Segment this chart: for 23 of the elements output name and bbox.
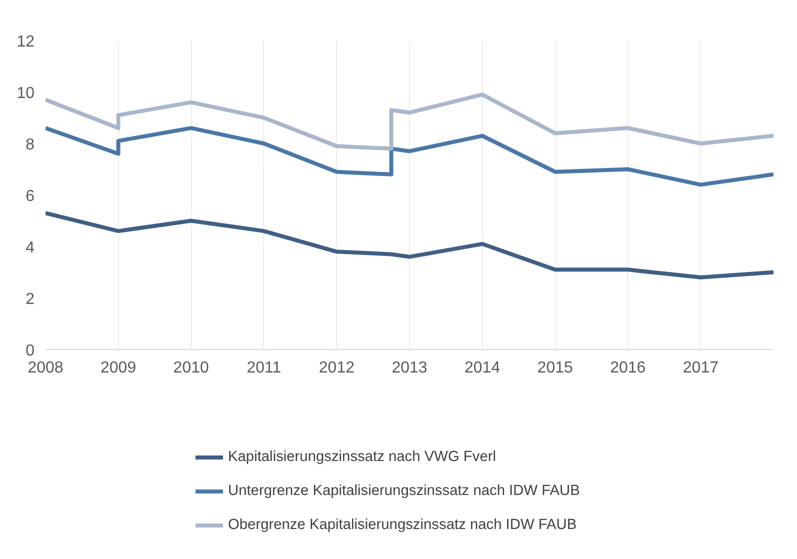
y-tick-label: 8 xyxy=(26,136,35,154)
line-series xyxy=(46,92,774,151)
x-tick-label: 2011 xyxy=(246,360,282,376)
y-tick-label: 2 xyxy=(26,291,35,308)
x-tick-label: 2009 xyxy=(100,360,136,376)
x-tick-label: 2015 xyxy=(537,360,573,376)
x-tick-label: 2013 xyxy=(392,360,428,376)
legend-label: Untergrenze Kapitalisierungszinssatz nach IDW FAUB xyxy=(228,483,580,499)
x-tick-label: 2012 xyxy=(318,360,355,376)
x-tick-label: 2016 xyxy=(610,360,646,376)
x-tick-label: 2017 xyxy=(682,360,719,376)
y-tick-label: 10 xyxy=(16,85,35,102)
legend-label: Obergrenze Kapitalisierungszinssatz nach IDW FAUB xyxy=(228,517,577,533)
x-tick-label: 2014 xyxy=(464,360,500,376)
y-tick-label: 6 xyxy=(26,188,35,205)
legend-label: Kapitalisierungszinssatz nach VWG Fverl xyxy=(228,449,496,465)
y-tick-label: 4 xyxy=(26,240,35,256)
line-series xyxy=(46,126,774,187)
x-tick-label: 2008 xyxy=(28,360,64,376)
y-tick-label: 0 xyxy=(26,342,35,360)
line-series xyxy=(46,211,774,280)
x-tick-label: 2010 xyxy=(173,360,209,376)
y-tick-label: 12 xyxy=(16,34,35,50)
